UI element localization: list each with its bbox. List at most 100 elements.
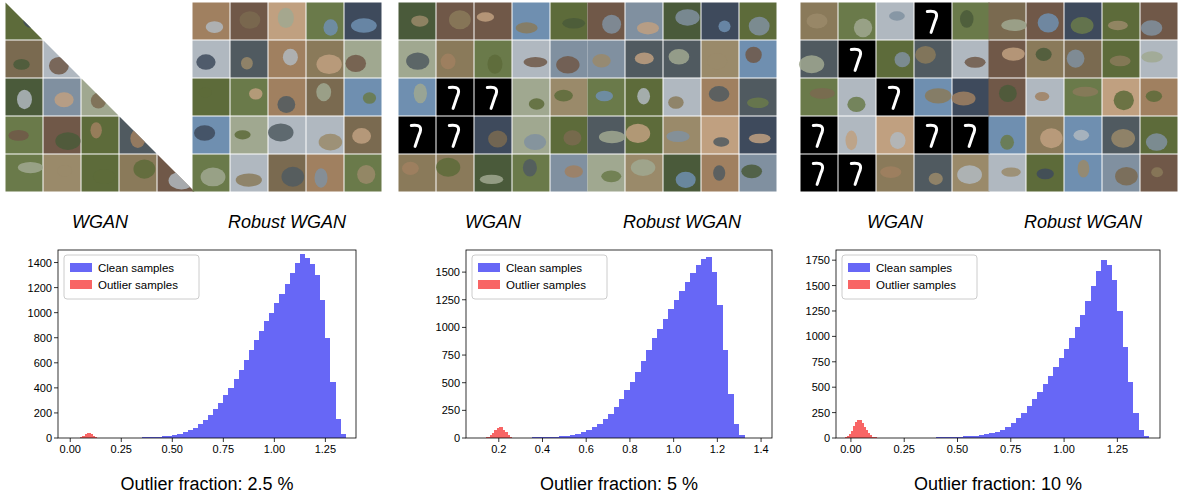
sample-object	[268, 123, 293, 141]
sample-object	[1114, 90, 1134, 110]
histogram-bar	[581, 432, 586, 438]
histogram-bar	[1101, 260, 1106, 438]
sample-image	[953, 41, 990, 78]
sample-object	[1111, 129, 1135, 148]
sample-image	[6, 79, 43, 116]
sample-object	[631, 159, 656, 176]
sample-image	[437, 41, 474, 78]
histogram-bar	[198, 424, 203, 438]
legend-label: Clean samples	[98, 262, 174, 274]
sample-object	[1037, 168, 1054, 179]
y-tick-label: 500	[442, 377, 460, 389]
sample-image	[6, 117, 43, 154]
sample-object	[194, 125, 215, 140]
legend-swatch	[70, 263, 92, 272]
legend: Clean samplesOutlier samples	[472, 255, 607, 299]
sample-object	[747, 98, 769, 108]
sample-object	[529, 98, 545, 109]
sample-image	[740, 117, 777, 154]
y-tick	[832, 387, 836, 388]
histogram-bar	[1000, 430, 1005, 438]
histogram-bar	[641, 361, 646, 438]
sample-object	[488, 130, 507, 147]
sample-image	[513, 155, 550, 192]
y-tick	[462, 327, 466, 328]
sample-image	[513, 3, 550, 40]
grid-label: Robust WGAN	[228, 212, 347, 232]
sample-image	[193, 117, 230, 154]
histogram-bar	[679, 291, 684, 438]
sample-object	[414, 83, 427, 103]
y-tick	[832, 310, 836, 311]
sample-object	[8, 130, 28, 141]
histogram-bar	[855, 422, 857, 438]
histogram-bar	[723, 350, 728, 438]
y-tick-label: 750	[812, 356, 830, 368]
sample-image	[82, 41, 119, 78]
histogram-bar	[851, 431, 853, 438]
sample-image	[740, 3, 777, 40]
sample-image	[231, 3, 268, 40]
sample-object	[91, 93, 106, 109]
sample-object	[929, 173, 943, 185]
sample-image	[6, 41, 43, 78]
sample-image	[839, 155, 876, 192]
y-tick-label: 800	[34, 332, 52, 344]
x-tick	[542, 438, 543, 442]
sample-object	[1001, 167, 1021, 176]
sample-image	[120, 41, 157, 78]
y-tick-label: 0	[46, 432, 52, 444]
y-tick	[832, 260, 836, 261]
histogram-bar	[336, 419, 341, 438]
sample-object	[363, 92, 376, 104]
x-tick	[673, 438, 674, 442]
histogram-bar	[1112, 280, 1117, 438]
sample-image	[989, 79, 1026, 116]
x-tick-label: 1.2	[710, 443, 725, 455]
histogram-bar	[1027, 406, 1032, 438]
x-tick-label: 0.25	[893, 443, 914, 455]
x-tick	[274, 438, 275, 442]
sample-image	[231, 41, 268, 78]
y-tick	[832, 361, 836, 362]
axes-frame	[466, 250, 772, 438]
histogram-bar	[849, 434, 851, 438]
sample-object	[666, 131, 689, 142]
y-tick	[832, 412, 836, 413]
sample-object	[1078, 160, 1090, 178]
y-tick	[54, 387, 58, 388]
sample-image	[839, 79, 876, 116]
sample-object	[236, 173, 262, 186]
grid-label: Robust WGAN	[623, 212, 742, 232]
histogram-bar	[674, 300, 679, 438]
sample-object	[1141, 51, 1162, 62]
sample-image	[193, 3, 230, 40]
sample-image	[269, 117, 306, 154]
grid-label: WGAN	[465, 212, 522, 232]
histogram-bar	[89, 433, 91, 438]
sample-object	[206, 21, 223, 33]
sample-image	[158, 155, 195, 192]
sample-object	[676, 172, 696, 188]
sample-object	[745, 47, 761, 63]
sample-image	[120, 79, 157, 116]
x-tick	[1117, 438, 1118, 442]
histogram-bar	[1139, 430, 1144, 438]
sample-image	[915, 155, 952, 192]
histogram-bar	[1096, 271, 1101, 438]
histogram-bar	[586, 430, 591, 438]
legend-label: Outlier samples	[98, 279, 178, 291]
histogram-bar	[624, 390, 629, 438]
grid-label: Robust WGAN	[1024, 212, 1143, 232]
y-tick	[54, 262, 58, 263]
sample-image	[158, 117, 195, 154]
y-tick-label: 250	[812, 407, 830, 419]
histogram-bar	[728, 394, 733, 438]
sample-image	[231, 79, 268, 116]
sample-image	[551, 155, 588, 192]
sample-image	[269, 41, 306, 78]
sample-image	[989, 41, 1026, 78]
y-tick-label: 1250	[806, 305, 830, 317]
histogram-bar	[497, 428, 499, 438]
sample-object	[87, 54, 106, 68]
